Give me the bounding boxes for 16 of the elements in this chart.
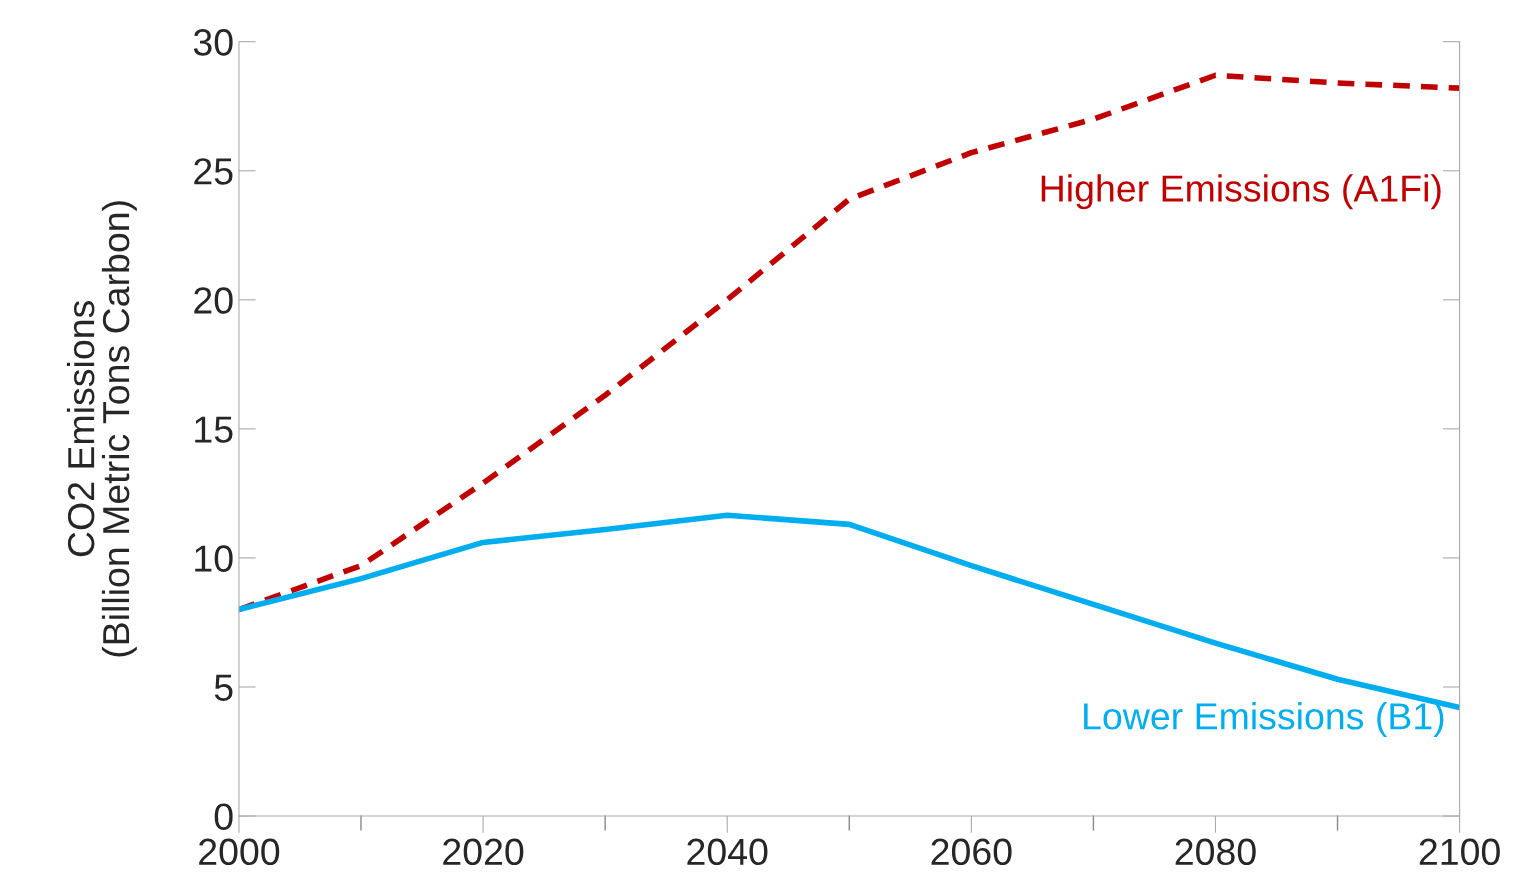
y-tick-label: 15 [195, 416, 233, 443]
x-tick-label: 2040 [687, 838, 768, 866]
y-tick-label: 0 [214, 803, 233, 830]
y-tick-label: 30 [193, 29, 233, 56]
x-tick-label: 2020 [443, 838, 524, 866]
x-tick-label: 2060 [931, 838, 1012, 866]
y-tick-label: 5 [214, 674, 233, 701]
x-tick-label: 2080 [1175, 838, 1256, 866]
x-tick-label: 2000 [199, 838, 280, 866]
y-axis-title: CO2 Emissions (Billion Metric Tons Carbon) [66, 201, 137, 657]
series-label: Higher Emissions (A1Fi) [1041, 174, 1441, 210]
series-label: Lower Emissions (B1) [1084, 702, 1444, 738]
y-tick-label: 25 [194, 158, 233, 185]
y-tick-label: 20 [194, 287, 233, 314]
x-tick-label: 2100 [1419, 838, 1500, 866]
y-tick-label: 10 [195, 545, 233, 572]
